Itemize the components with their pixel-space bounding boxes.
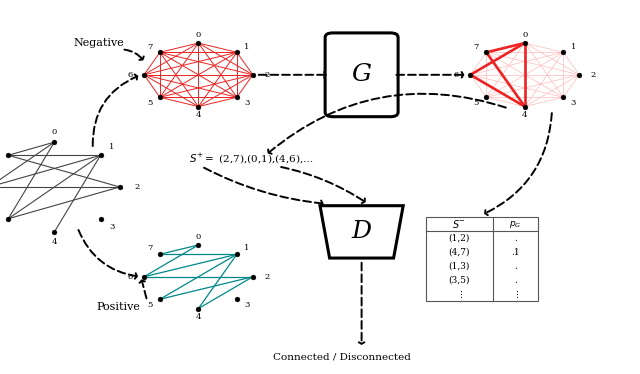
Text: 7: 7: [147, 43, 153, 50]
Text: 0: 0: [522, 31, 527, 39]
Bar: [426, 217, 538, 301]
Polygon shape: [320, 206, 403, 258]
Text: 4: 4: [196, 111, 201, 119]
Text: .1: .1: [511, 248, 520, 257]
Text: $\vdots$: $\vdots$: [456, 288, 463, 300]
Text: (1,2): (1,2): [449, 234, 470, 243]
Text: 7: 7: [474, 43, 479, 50]
Text: 3: 3: [570, 99, 576, 107]
Text: $p_G$: $p_G$: [509, 218, 522, 230]
Text: 2: 2: [264, 71, 269, 79]
Text: 4: 4: [52, 238, 57, 246]
Text: $\vdots$: $\vdots$: [512, 288, 518, 300]
Text: 1: 1: [244, 245, 250, 252]
Text: 1: 1: [109, 143, 115, 151]
Text: .: .: [514, 262, 516, 271]
Text: $S^{+} = $ (2,7),(0,1),(4,6),$\ldots$: $S^{+} = $ (2,7),(0,1),(4,6),$\ldots$: [189, 152, 314, 166]
Text: 2: 2: [591, 71, 596, 79]
Text: 1: 1: [244, 43, 250, 50]
Text: 6: 6: [454, 71, 459, 79]
Text: (1,3): (1,3): [449, 262, 470, 271]
Text: 3: 3: [244, 99, 250, 107]
Text: Connected / Disconnected: Connected / Disconnected: [273, 353, 412, 362]
Text: 0: 0: [196, 31, 201, 39]
Text: 4: 4: [522, 111, 527, 119]
Text: 6: 6: [127, 273, 132, 281]
Text: G: G: [351, 63, 372, 86]
Text: 6: 6: [127, 71, 132, 79]
Text: (4,7): (4,7): [449, 248, 470, 257]
Text: 5: 5: [147, 301, 153, 309]
Text: 2: 2: [135, 183, 140, 191]
Text: 1: 1: [570, 43, 576, 50]
Text: $S^{-}$: $S^{-}$: [452, 218, 466, 230]
Text: Negative: Negative: [74, 38, 125, 48]
Text: 5: 5: [474, 99, 479, 107]
Text: 0: 0: [196, 233, 201, 241]
Text: 2: 2: [264, 273, 269, 281]
Text: 7: 7: [147, 245, 153, 252]
Text: 3: 3: [244, 301, 250, 309]
Text: D: D: [351, 220, 372, 243]
Text: (3,5): (3,5): [449, 276, 470, 285]
Text: 4: 4: [196, 313, 201, 321]
Text: 0: 0: [52, 128, 57, 136]
Text: 5: 5: [147, 99, 153, 107]
FancyBboxPatch shape: [325, 33, 398, 117]
Text: .: .: [514, 276, 516, 285]
Text: 3: 3: [109, 223, 115, 231]
Text: Positive: Positive: [97, 303, 140, 312]
Text: .: .: [514, 234, 516, 243]
